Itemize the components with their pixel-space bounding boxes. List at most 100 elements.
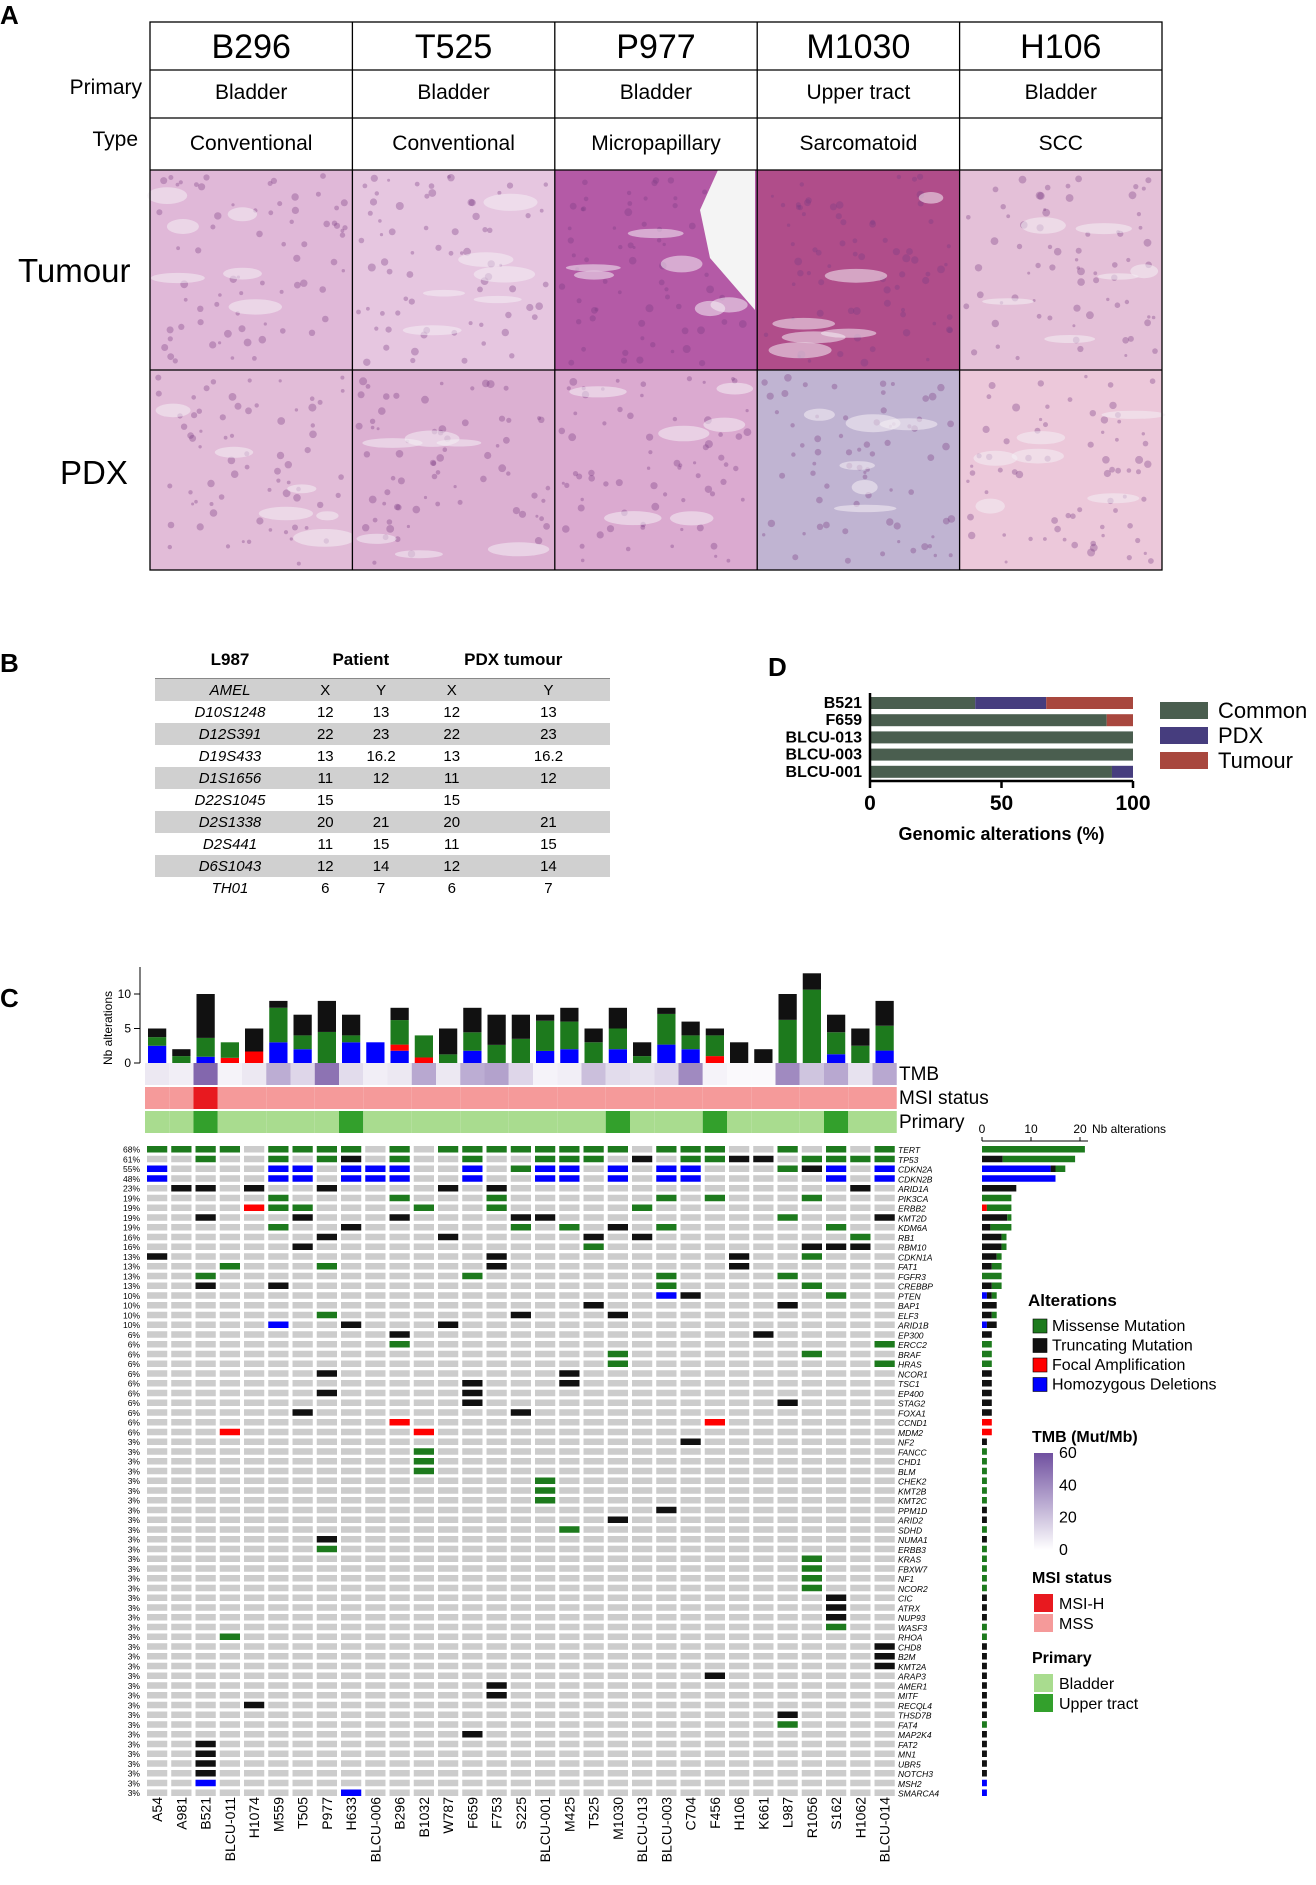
empty-cell <box>632 1692 653 1699</box>
nucleus-mark <box>792 554 799 561</box>
tmb-cell <box>702 1063 727 1085</box>
nucleus-mark <box>831 383 838 390</box>
empty-cell <box>850 1341 871 1348</box>
empty-cell <box>607 1711 628 1718</box>
nucleus-mark <box>591 307 598 314</box>
nucleus-mark <box>167 353 175 360</box>
empty-cell <box>777 1662 798 1670</box>
empty-cell <box>850 1467 871 1475</box>
alteration-cell <box>292 1409 313 1416</box>
empty-cell <box>801 1185 822 1192</box>
empty-cell <box>365 1438 386 1445</box>
empty-cell <box>753 1536 774 1543</box>
empty-cell <box>559 1497 580 1504</box>
empty-cell <box>244 1536 265 1543</box>
empty-cell <box>292 1506 313 1514</box>
gene-name: NCOR1 <box>898 1369 928 1379</box>
nucleus-mark <box>801 212 806 217</box>
empty-cell <box>826 1750 847 1757</box>
empty-cell <box>874 1672 895 1679</box>
empty-cell <box>753 1389 774 1397</box>
empty-cell <box>826 1194 847 1202</box>
nucleus-mark <box>863 470 867 474</box>
nucleus-mark <box>468 321 473 326</box>
empty-cell <box>413 1350 434 1358</box>
alteration-cell <box>583 1155 604 1163</box>
alteration-cell <box>462 1272 483 1280</box>
empty-cell <box>462 1516 483 1523</box>
alteration-cell <box>777 1165 798 1172</box>
primary-cell <box>169 1111 194 1133</box>
nucleus-mark <box>966 479 970 483</box>
nucleus-mark <box>839 240 846 247</box>
gene-bar-segment <box>982 1682 987 1689</box>
empty-cell <box>729 1614 750 1621</box>
empty-cell <box>268 1643 289 1650</box>
empty-cell <box>171 1302 192 1309</box>
empty-cell <box>171 1467 192 1475</box>
alteration-cell <box>219 1428 240 1436</box>
empty-cell <box>850 1643 871 1650</box>
empty-cell <box>413 1487 434 1494</box>
empty-cell <box>244 1272 265 1280</box>
nucleus-mark <box>738 320 747 328</box>
empty-cell <box>729 1653 750 1660</box>
nucleus-mark <box>626 190 632 196</box>
nucleus-mark <box>870 219 876 225</box>
empty-cell <box>341 1770 362 1777</box>
nucleus-mark <box>277 201 283 207</box>
nucleus-mark <box>1144 319 1151 327</box>
tmb-cell <box>727 1063 752 1085</box>
empty-cell <box>341 1204 362 1211</box>
empty-cell <box>389 1224 410 1231</box>
allele-value <box>487 789 610 811</box>
empty-cell <box>462 1233 483 1241</box>
legend-swatch <box>1160 702 1208 719</box>
empty-cell <box>171 1672 192 1679</box>
nucleus-mark <box>194 182 199 188</box>
nucleus-mark <box>166 326 174 334</box>
empty-cell <box>510 1370 531 1377</box>
empty-cell <box>341 1341 362 1348</box>
empty-cell <box>365 1692 386 1699</box>
gene-bar-segment <box>982 1701 987 1709</box>
empty-cell <box>680 1653 701 1660</box>
empty-cell <box>316 1224 337 1231</box>
msi-cell <box>266 1087 291 1109</box>
empty-cell <box>826 1779 847 1787</box>
empty-cell <box>656 1643 677 1650</box>
nucleus-mark <box>431 473 438 480</box>
empty-cell <box>389 1653 410 1660</box>
nucleus-mark <box>620 357 628 364</box>
nucleus-mark <box>857 447 862 452</box>
empty-cell <box>268 1419 289 1426</box>
nucleus-mark <box>245 407 252 415</box>
empty-cell <box>753 1584 774 1592</box>
alteration-cell <box>535 1175 556 1182</box>
empty-cell <box>777 1321 798 1328</box>
empty-cell <box>268 1263 289 1270</box>
empty-cell <box>753 1350 774 1358</box>
tmb-cell <box>484 1063 509 1085</box>
empty-cell <box>510 1380 531 1387</box>
empty-cell <box>753 1341 774 1348</box>
empty-cell <box>316 1623 337 1631</box>
empty-cell <box>753 1789 774 1796</box>
empty-cell <box>219 1185 240 1192</box>
empty-cell <box>632 1302 653 1309</box>
empty-cell <box>656 1633 677 1640</box>
nucleus-mark <box>761 379 768 386</box>
nucleus-mark <box>643 196 648 201</box>
gene-bar-segment <box>1001 1233 1007 1241</box>
sample-label: T505 <box>295 1797 311 1829</box>
empty-cell <box>850 1389 871 1397</box>
empty-cell <box>195 1614 216 1621</box>
empty-cell <box>147 1467 168 1475</box>
nucleus-mark <box>883 286 891 294</box>
sample-label: F659 <box>464 1797 480 1829</box>
empty-cell <box>171 1536 192 1543</box>
primary-cell <box>217 1111 242 1133</box>
alteration-cell <box>389 1419 410 1426</box>
empty-cell <box>729 1428 750 1436</box>
sample-bar-segment <box>511 1038 530 1063</box>
